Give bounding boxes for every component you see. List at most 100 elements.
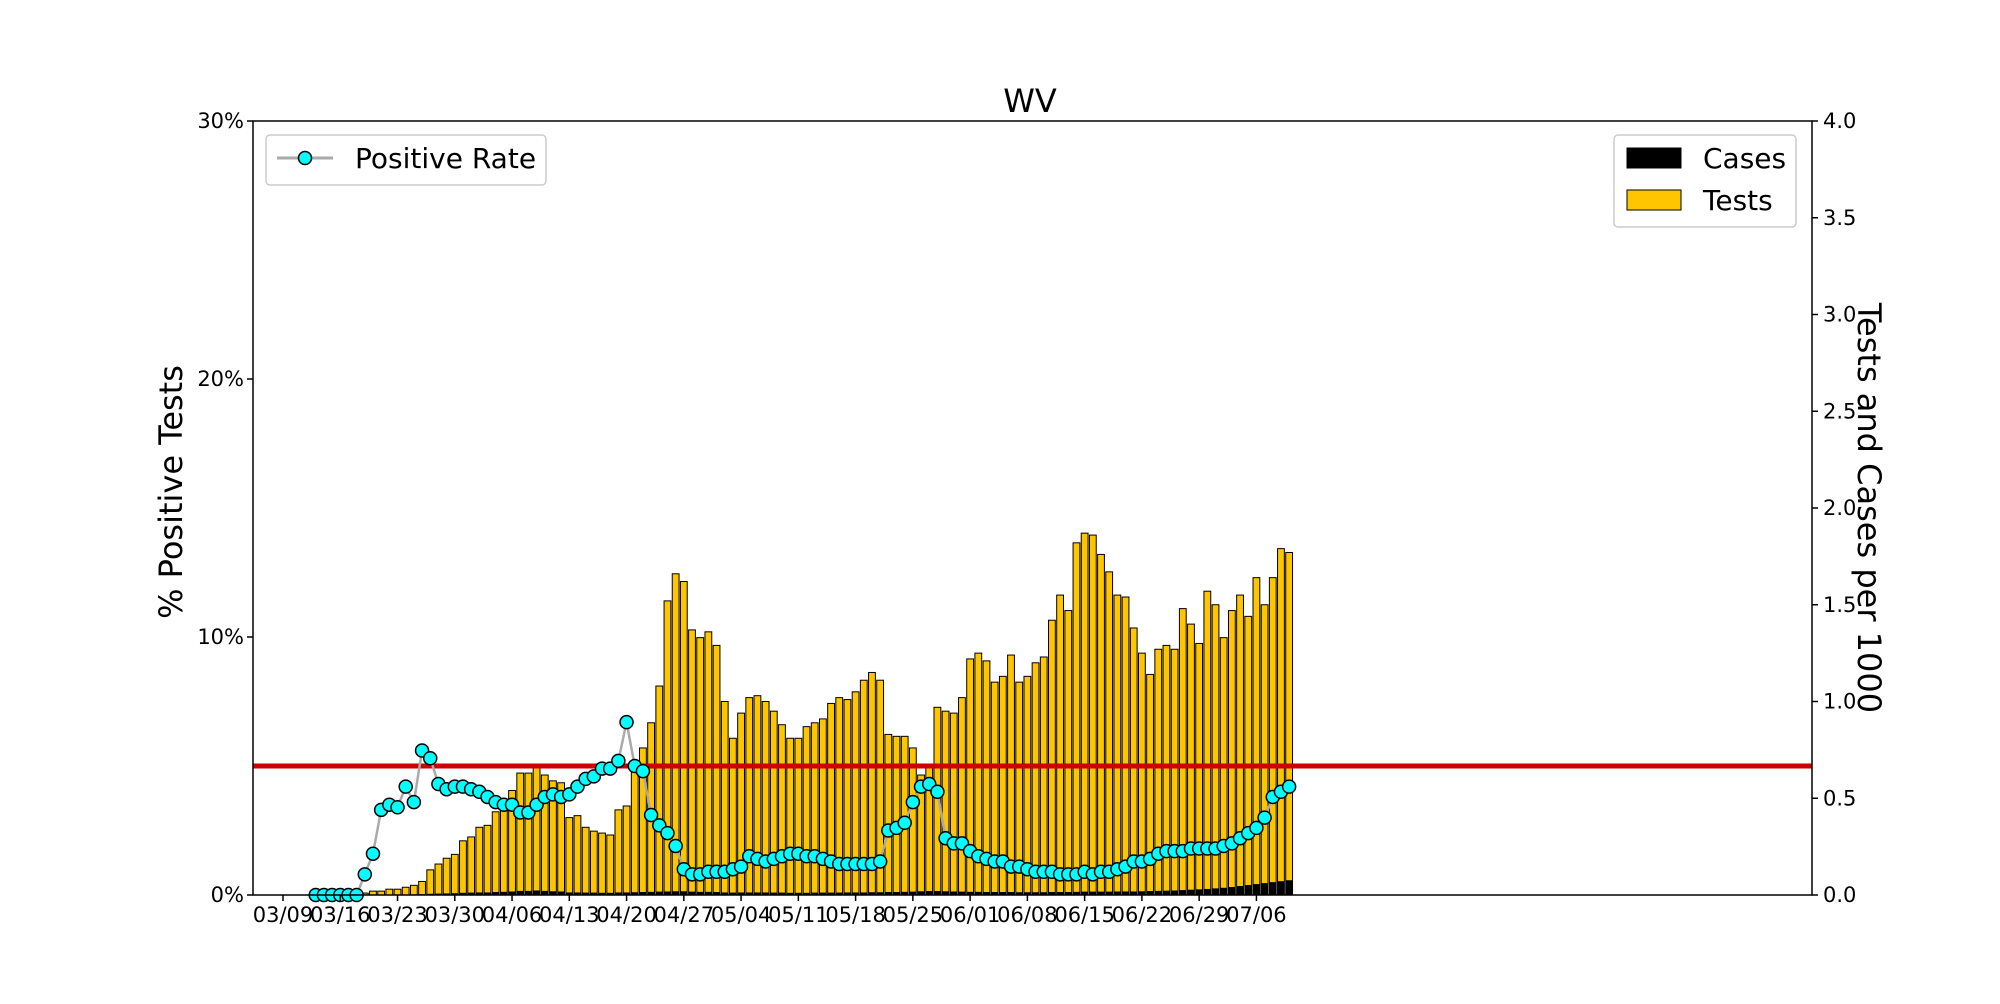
x-tick-label: 03/30 <box>425 903 486 927</box>
x-tick-label: 06/01 <box>940 903 1001 927</box>
cases-legend-label: Cases <box>1703 142 1786 175</box>
cases-bar <box>1269 882 1276 895</box>
tests-bar <box>451 854 458 895</box>
tests-bar <box>476 827 483 895</box>
positive-rate-point <box>366 847 379 860</box>
positive-rate-legend-marker <box>299 152 312 165</box>
tests-bar <box>631 767 638 895</box>
tests-bar <box>607 835 614 895</box>
tests-bar <box>1278 549 1285 895</box>
tests-bar <box>811 723 818 895</box>
cases-bar <box>1212 889 1219 895</box>
tests-bar <box>1073 543 1080 895</box>
tests-bar <box>959 698 966 895</box>
tests-bar <box>1253 578 1260 895</box>
tests-bar <box>402 887 409 895</box>
cases-bar <box>1204 889 1211 895</box>
tests-bar <box>950 713 957 895</box>
tests-bar <box>779 725 786 895</box>
x-tick-label: 05/18 <box>825 903 886 927</box>
tests-bar <box>500 808 507 895</box>
positive-rate-point <box>1258 811 1271 824</box>
x-tick-label: 06/29 <box>1169 903 1230 927</box>
tests-bar <box>1286 553 1293 895</box>
right-y-tick-label: 0.5 <box>1823 786 1856 810</box>
tests-bar <box>713 645 720 895</box>
x-tick-label: 04/20 <box>596 903 657 927</box>
x-tick-label: 03/16 <box>310 903 371 927</box>
tests-bar <box>427 870 434 895</box>
cases-bar <box>1228 887 1235 895</box>
cases-bar <box>1261 883 1268 895</box>
legend-cases-tests: Cases Tests <box>1614 135 1796 227</box>
chart-title: WV <box>1003 82 1057 120</box>
positive-rate-point <box>1283 780 1296 793</box>
tests-bar <box>1081 533 1088 895</box>
x-tick-label: 05/25 <box>883 903 944 927</box>
tests-bar <box>795 738 802 895</box>
tests-bar <box>819 719 826 895</box>
left-axis-label: % Positive Tests <box>152 365 190 619</box>
tests-bar <box>1196 643 1203 895</box>
right-y-tick-label: 4.0 <box>1823 109 1856 133</box>
x-tick-label: 03/09 <box>253 903 314 927</box>
positive-rate-point <box>661 827 674 840</box>
positive-rate-point <box>906 796 919 809</box>
tests-bar <box>803 727 810 895</box>
tests-bar <box>484 825 491 895</box>
x-tick-label: 04/06 <box>482 903 543 927</box>
tests-bar <box>517 773 524 895</box>
tests-bar <box>468 837 475 895</box>
x-tick-label: 06/22 <box>1112 903 1173 927</box>
cases-bar <box>1286 880 1293 895</box>
tests-bar <box>885 734 892 895</box>
tests-legend-swatch <box>1627 190 1681 210</box>
tests-bar <box>689 630 696 895</box>
positive-rate-point <box>620 716 633 729</box>
left-y-tick-label: 20% <box>197 367 244 391</box>
tests-bar <box>656 686 663 895</box>
x-tick-label: 05/04 <box>711 903 772 927</box>
right-y-tick-label: 3.5 <box>1823 206 1856 230</box>
x-tick-label: 07/06 <box>1226 903 1287 927</box>
right-y-tick-label: 0.0 <box>1823 883 1856 907</box>
positive-rate-point <box>391 801 404 814</box>
tests-bar <box>1237 595 1244 895</box>
x-tick-label: 04/13 <box>539 903 600 927</box>
tests-bar <box>443 858 450 895</box>
x-tick-label: 03/23 <box>367 903 428 927</box>
tests-bar <box>435 864 442 895</box>
tests-bar <box>1032 663 1039 895</box>
positive-rate-point <box>931 785 944 798</box>
left-y-axis: 0%10%20%30% <box>197 109 253 907</box>
tests-bar <box>770 711 777 895</box>
tests-bar <box>460 841 467 895</box>
cases-legend-swatch <box>1627 148 1681 168</box>
tests-bar <box>893 736 900 895</box>
tests-legend-label: Tests <box>1702 184 1773 217</box>
tests-bar <box>533 767 540 895</box>
tests-bar <box>1245 616 1252 895</box>
tests-bar <box>942 711 949 895</box>
cases-bar <box>1196 890 1203 895</box>
tests-bar <box>1040 657 1047 895</box>
positive-rate-point <box>358 868 371 881</box>
tests-bar <box>623 806 630 895</box>
x-axis: 03/0903/1603/2303/3004/0604/1304/2004/27… <box>253 895 1287 927</box>
left-y-tick-label: 0% <box>211 883 244 907</box>
cases-bar <box>1220 888 1227 895</box>
x-tick-label: 06/08 <box>997 903 1058 927</box>
x-tick-label: 04/27 <box>654 903 715 927</box>
positive-rate-point <box>874 855 887 868</box>
right-axis-label: Tests and Cases per 1000 <box>1850 302 1888 713</box>
tests-bar <box>615 810 622 895</box>
cases-bar <box>1278 881 1285 895</box>
cases-bar <box>1237 886 1244 895</box>
positive-rate-point <box>407 796 420 809</box>
legend-positive-rate: Positive Rate <box>266 135 546 185</box>
positive-rate-point <box>612 754 625 767</box>
tests-bar <box>787 738 794 895</box>
tests-bar <box>574 816 581 895</box>
x-tick-label: 05/11 <box>768 903 829 927</box>
